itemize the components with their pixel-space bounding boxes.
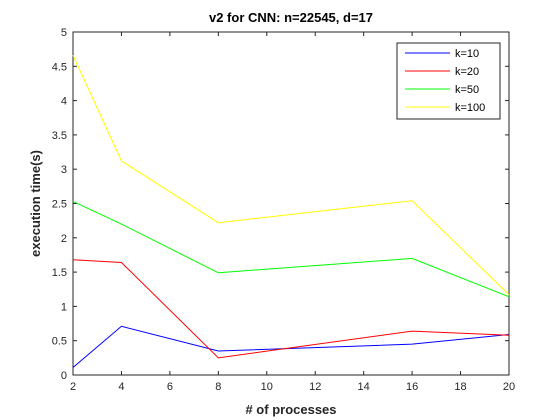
y-tick-label: 4.5	[52, 61, 67, 73]
series-line-k-20	[72, 259, 510, 359]
x-axis: 2 4 6 8 10 12 14 16 18 20	[70, 32, 515, 393]
legend: k=10 k=20 k=50 k=100	[396, 42, 501, 120]
y-tick-label: 2	[61, 233, 67, 245]
y-tick-label: 5	[61, 27, 67, 39]
series-line-k-10	[72, 325, 510, 368]
series-line-k-50	[72, 200, 510, 298]
y-tick-label: 0.5	[52, 336, 67, 348]
x-tick-label: 8	[215, 381, 221, 393]
x-tick-label: 18	[454, 381, 466, 393]
series-lines	[72, 55, 510, 368]
y-tick-label: 0	[61, 370, 67, 382]
legend-box	[396, 42, 501, 120]
legend-label: k=20	[455, 66, 479, 78]
y-tick-label: 3.5	[52, 130, 67, 142]
y-tick-label: 2.5	[52, 199, 67, 211]
series-line-k-100	[72, 55, 510, 296]
y-tick-label: 4	[61, 96, 67, 108]
y-tick-label: 1.5	[52, 267, 67, 279]
legend-label: k=50	[455, 84, 479, 96]
legend-label: k=100	[455, 102, 485, 114]
x-tick-label: 6	[167, 381, 173, 393]
x-tick-label: 4	[118, 381, 124, 393]
x-tick-label: 16	[406, 381, 418, 393]
x-tick-label: 20	[503, 381, 515, 393]
x-tick-label: 10	[261, 381, 273, 393]
y-tick-label: 3	[61, 164, 67, 176]
y-axis: 0 0.5 1 1.5 2 2.5 3 3.5 4 4.5 5	[52, 27, 509, 382]
chart-title: v2 for CNN: n=22545, d=17	[209, 10, 373, 25]
x-axis-title: # of processes	[245, 402, 336, 417]
x-tick-label: 2	[70, 381, 76, 393]
y-tick-label: 1	[61, 301, 67, 313]
x-tick-label: 12	[309, 381, 321, 393]
legend-label: k=10	[455, 48, 479, 60]
y-axis-title: execution time(s)	[28, 150, 43, 257]
x-tick-label: 14	[358, 381, 370, 393]
